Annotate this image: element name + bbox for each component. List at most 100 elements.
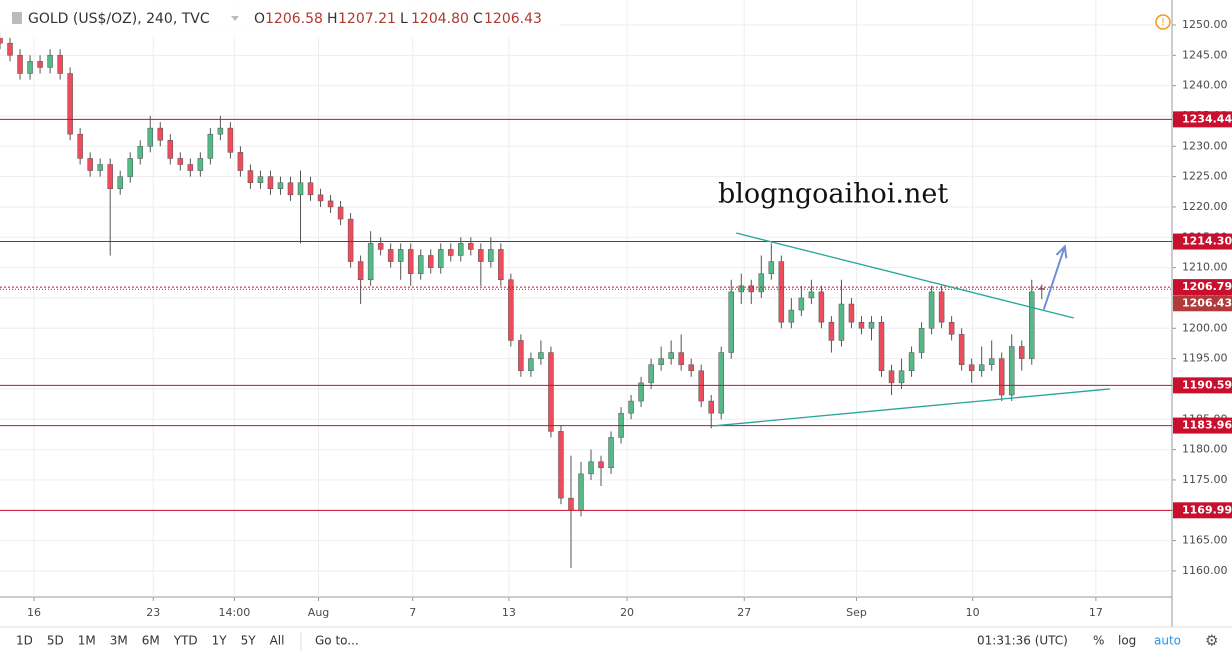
y-tick-label: 1160.00: [1182, 564, 1228, 577]
candle-body: [928, 291, 935, 329]
settings-icon[interactable]: ⚙: [1205, 632, 1218, 650]
candle-body: [107, 164, 113, 190]
ohlc-value: 1204.80: [411, 11, 469, 27]
range-button[interactable]: 5D: [47, 634, 64, 648]
candle-body: [558, 431, 564, 499]
candle-body: [478, 249, 484, 262]
scale-option[interactable]: auto: [1154, 634, 1181, 648]
candle-body: [97, 164, 103, 171]
y-tick-label: 1180.00: [1182, 443, 1228, 456]
candle-body: [257, 176, 264, 183]
scale-option[interactable]: log: [1118, 634, 1136, 648]
candle-body: [117, 176, 123, 190]
x-tick-label: 7: [409, 606, 416, 619]
watermark: blogngoaihoi.net: [718, 179, 948, 210]
trend-line: [713, 388, 1110, 427]
candle-body: [948, 321, 955, 335]
candle-body: [87, 158, 93, 171]
arrow: [1042, 246, 1066, 310]
y-tick-label: 1240.00: [1182, 79, 1228, 92]
candle-body: [397, 249, 404, 262]
symbol-icon: [12, 12, 22, 24]
candle-body: [317, 194, 324, 202]
arrow-head: [1055, 244, 1068, 259]
alert-icon[interactable]: [1155, 14, 1171, 30]
ohlc-value: 1207.21: [338, 11, 396, 27]
candle-body: [728, 291, 734, 353]
marks: [0, 31, 1172, 568]
candle-body: [528, 358, 534, 371]
candle-body: [1008, 346, 1015, 396]
dropdown[interactable]: [231, 16, 239, 21]
candle-body: [668, 352, 674, 359]
range-button[interactable]: 1D: [16, 634, 33, 648]
candle-body: [998, 358, 1005, 396]
candle-body: [367, 243, 374, 281]
x-tick-label: 20: [620, 606, 634, 619]
level-tag: [1173, 111, 1232, 128]
range-button[interactable]: 1M: [78, 634, 96, 648]
candle-body: [438, 249, 444, 268]
grid: [0, 0, 1176, 601]
level-label: 1183.96: [1182, 419, 1232, 432]
candle-body: [147, 127, 154, 147]
candle-body: [828, 321, 835, 341]
candle-body: [247, 170, 254, 183]
candle-body: [357, 261, 364, 281]
candle-body: [458, 243, 464, 256]
goto-button[interactable]: Go to...: [315, 634, 359, 648]
candle-body: [468, 243, 474, 250]
candle-body: [307, 182, 314, 196]
candle-body: [267, 176, 274, 190]
range-button[interactable]: 3M: [110, 634, 128, 648]
x-tick-label: 16: [27, 606, 41, 619]
candle-body: [1029, 291, 1035, 359]
level-tag: [1173, 233, 1232, 250]
clock: 01:31:36 (UTC): [977, 634, 1068, 648]
y-tick-label: 1245.00: [1182, 48, 1228, 61]
level-label: 1190.59: [1182, 378, 1232, 391]
candle-body: [698, 370, 704, 402]
candle-body: [808, 291, 815, 299]
candle-body: [608, 437, 614, 469]
candle-body: [798, 297, 805, 311]
candle-body: [548, 352, 554, 432]
alert-mark: !: [1161, 17, 1165, 28]
candle-body: [878, 321, 885, 371]
toolbar: 1D 5D 1M 3M 6M YTD 1Y 5Y All Go to... 01:31:36 (UT…: [16, 632, 1181, 651]
candle-body: [628, 400, 634, 414]
candle-body: [648, 364, 654, 384]
candle-body: [177, 158, 184, 165]
candle-body: [347, 218, 354, 262]
candle-body: [768, 261, 775, 274]
range-button[interactable]: All: [270, 634, 285, 648]
candle-body: [387, 249, 394, 262]
symbol-title: GOLD (US$/OZ), 240, TVC: [28, 11, 210, 27]
range-button[interactable]: 6M: [142, 634, 160, 648]
candle-body: [568, 497, 574, 511]
level-label: 1214.30: [1182, 235, 1232, 248]
candle-body: [958, 334, 965, 365]
range-button[interactable]: 1Y: [212, 634, 228, 648]
scale-option[interactable]: %: [1093, 634, 1104, 648]
candle-body: [377, 243, 384, 250]
candle-body: [788, 309, 795, 323]
y-tick-label: 1250.00: [1182, 18, 1228, 31]
range-button[interactable]: YTD: [173, 634, 198, 648]
candle-body: [538, 352, 544, 359]
candle-body: [508, 279, 514, 341]
candle-body: [758, 273, 765, 293]
ohlc-legend: O 1206.58 H 1207.21 L 1204.80 C 1206.43: [254, 11, 542, 27]
candle-body: [978, 364, 985, 371]
y-tick-label: 1225.00: [1182, 170, 1228, 183]
y-tick-label: 1195.00: [1182, 352, 1228, 365]
range-button[interactable]: 5Y: [241, 634, 257, 648]
level-tag: [1173, 279, 1232, 296]
ohlc-value: 1206.43: [484, 11, 542, 27]
candle-body: [47, 55, 53, 68]
labels: 1160.001165.001170.001175.001180.001185.…: [27, 18, 1232, 619]
candle-body: [908, 352, 915, 371]
